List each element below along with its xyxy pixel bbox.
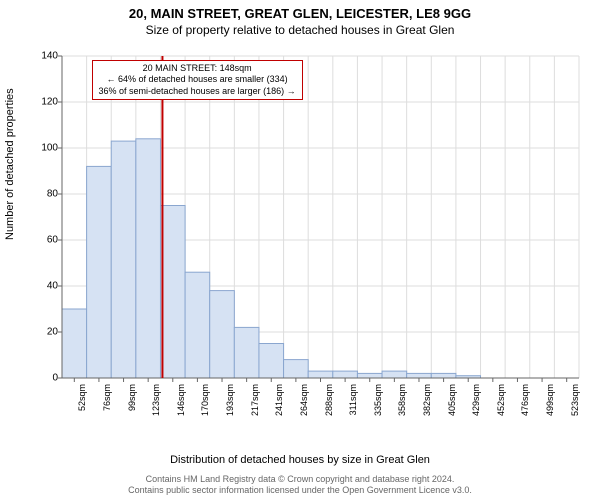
x-tick-label: 146sqm: [176, 384, 186, 416]
y-tick-label: 80: [28, 189, 58, 200]
x-tick-label: 170sqm: [200, 384, 210, 416]
x-tick-label: 264sqm: [299, 384, 309, 416]
footer-line-2: Contains public sector information licen…: [0, 485, 600, 496]
annotation-line-1: 20 MAIN STREET: 148sqm: [99, 63, 296, 74]
y-tick-label: 60: [28, 235, 58, 246]
x-tick-label: 358sqm: [397, 384, 407, 416]
footer-line-1: Contains HM Land Registry data © Crown c…: [0, 474, 600, 485]
y-tick-label: 100: [28, 143, 58, 154]
x-tick-label: 452sqm: [496, 384, 506, 416]
x-tick-label: 193sqm: [225, 384, 235, 416]
x-tick-label: 241sqm: [274, 384, 284, 416]
x-tick-label: 499sqm: [545, 384, 555, 416]
x-tick-label: 429sqm: [471, 384, 481, 416]
annotation-line-2: ← 64% of detached houses are smaller (33…: [99, 74, 296, 85]
x-tick-label: 523sqm: [570, 384, 580, 416]
x-tick-label: 335sqm: [373, 384, 383, 416]
y-tick-label: 140: [28, 51, 58, 62]
x-tick-label: 405sqm: [447, 384, 457, 416]
x-tick-label: 217sqm: [250, 384, 260, 416]
chart-container: 20, MAIN STREET, GREAT GLEN, LEICESTER, …: [0, 0, 600, 500]
annotation-line-3: 36% of semi-detached houses are larger (…: [99, 86, 296, 97]
y-tick-label: 20: [28, 327, 58, 338]
x-tick-label: 99sqm: [127, 384, 137, 411]
y-tick-label: 0: [28, 373, 58, 384]
x-tick-label: 288sqm: [324, 384, 334, 416]
x-axis-label: Distribution of detached houses by size …: [0, 454, 600, 466]
x-tick-label: 76sqm: [102, 384, 112, 411]
y-axis-label: Number of detached properties: [4, 88, 16, 240]
marker-annotation: 20 MAIN STREET: 148sqm ← 64% of detached…: [92, 60, 303, 100]
x-tick-label: 123sqm: [151, 384, 161, 416]
x-tick-label: 382sqm: [422, 384, 432, 416]
histogram-plot: [50, 50, 585, 430]
footer-attribution: Contains HM Land Registry data © Crown c…: [0, 474, 600, 496]
page-subtitle: Size of property relative to detached ho…: [0, 21, 600, 37]
x-tick-label: 311sqm: [348, 384, 358, 415]
y-tick-label: 40: [28, 281, 58, 292]
y-tick-label: 120: [28, 97, 58, 108]
page-title: 20, MAIN STREET, GREAT GLEN, LEICESTER, …: [0, 0, 600, 21]
chart-area: [50, 50, 585, 430]
x-tick-label: 476sqm: [520, 384, 530, 416]
x-tick-label: 52sqm: [77, 384, 87, 411]
